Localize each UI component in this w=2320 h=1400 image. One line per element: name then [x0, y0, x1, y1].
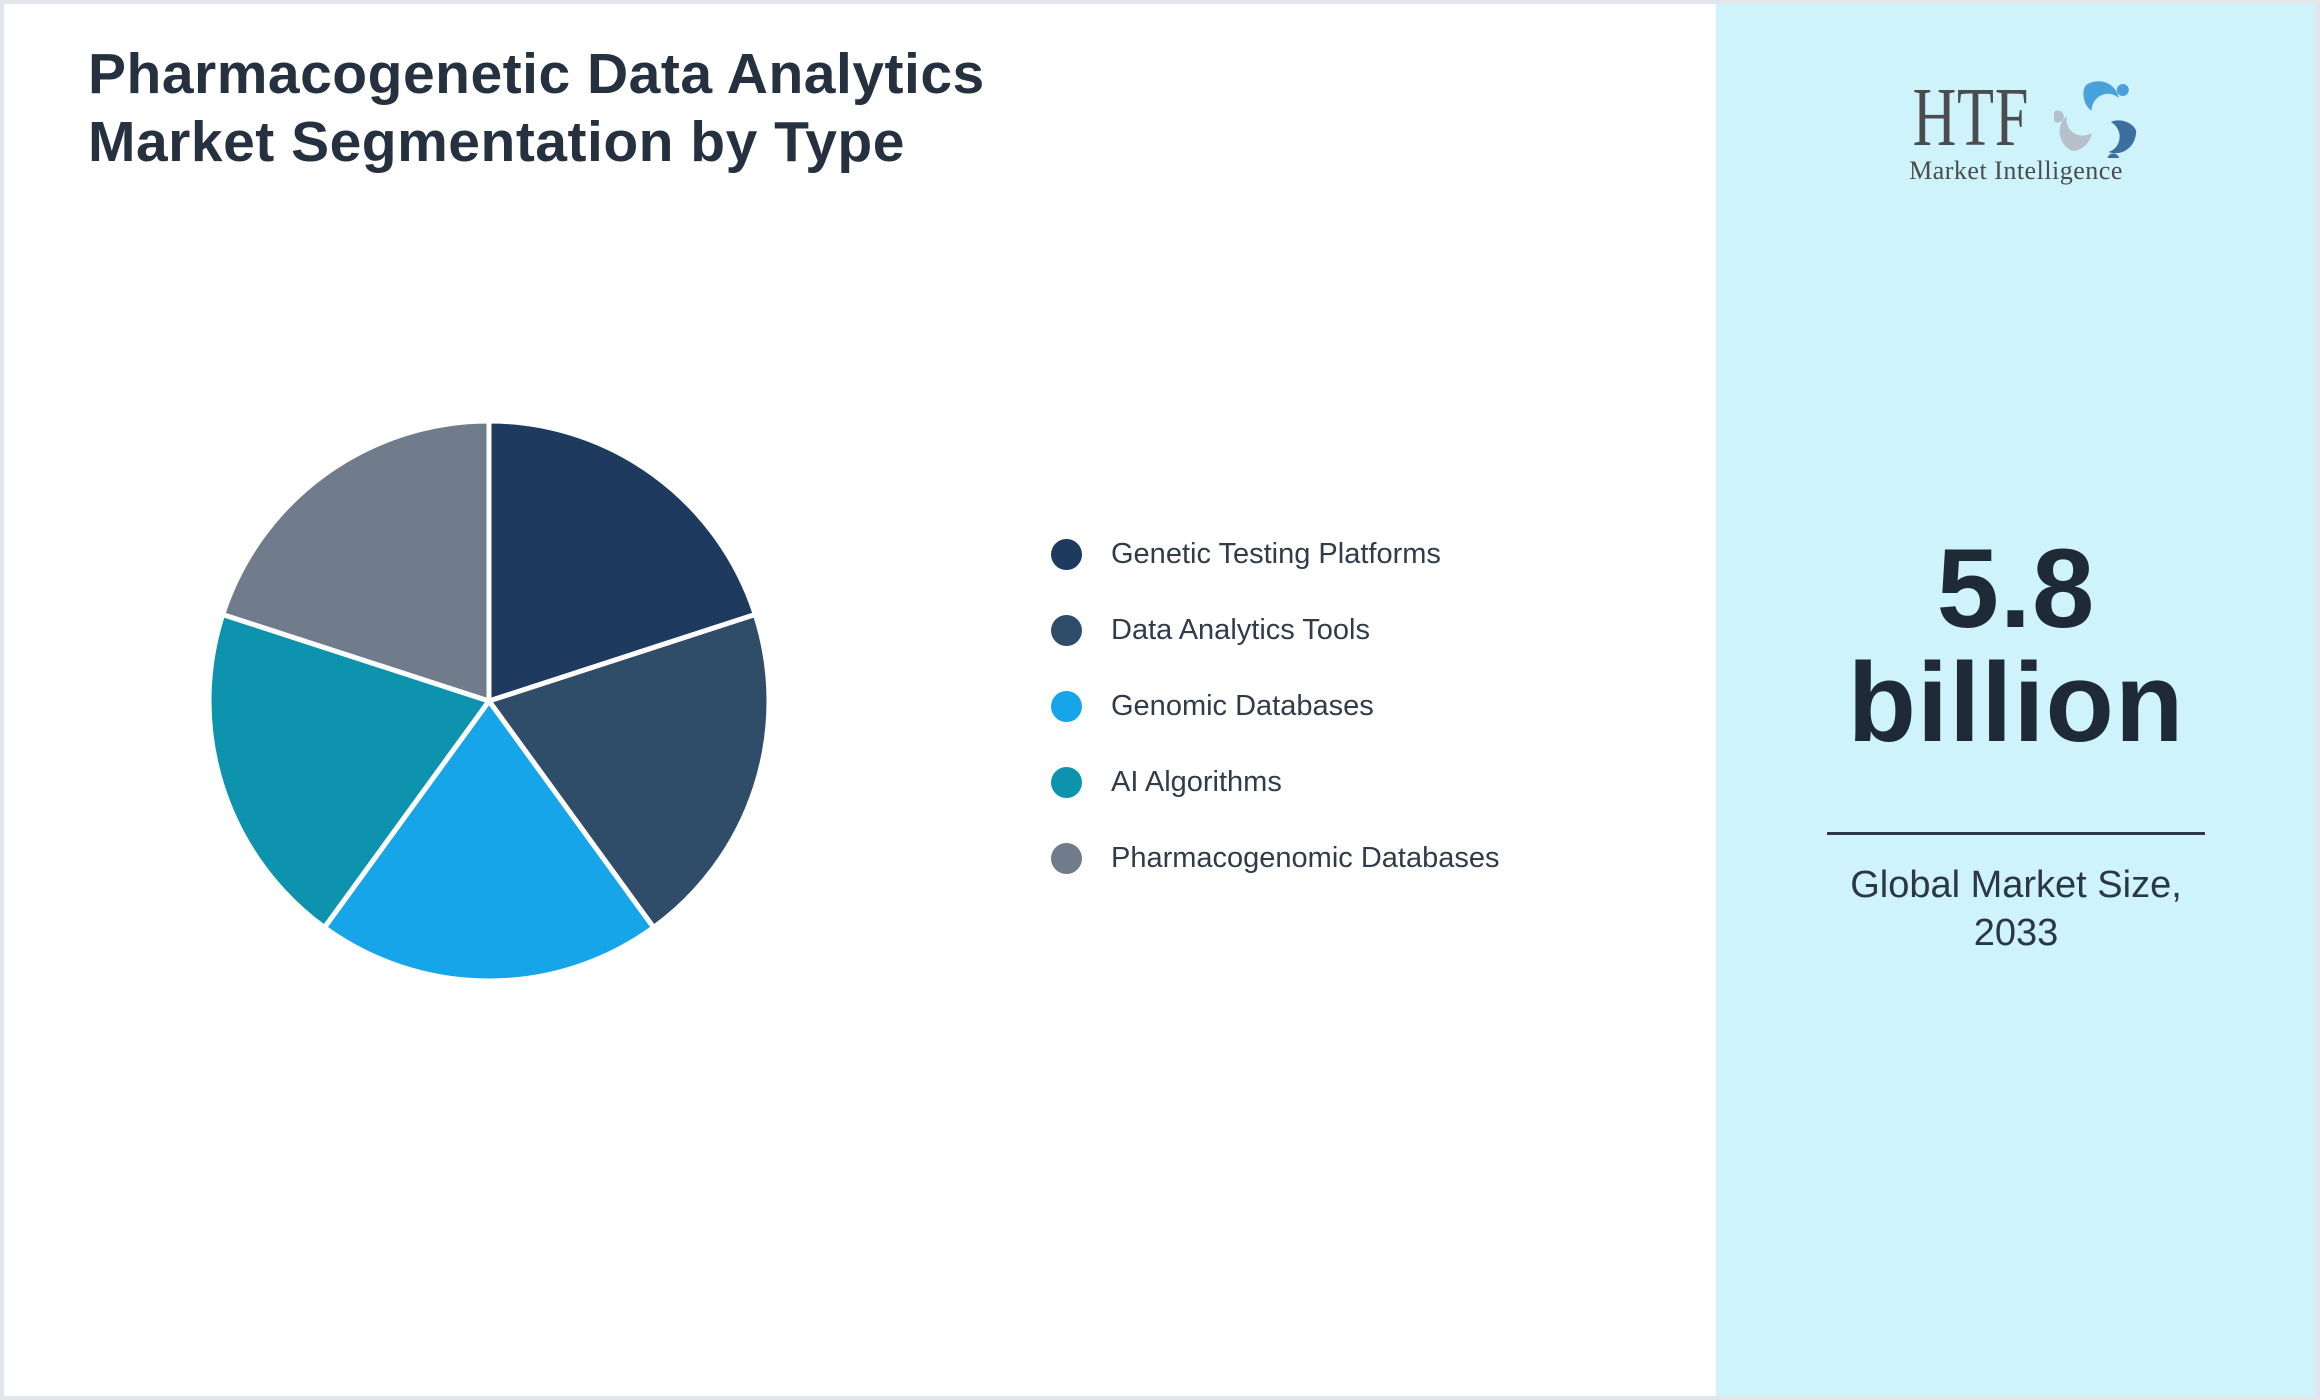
legend-label: AI Algorithms	[1111, 765, 1282, 798]
legend-row-ai-algorithms: AI Algorithms	[1051, 744, 1499, 820]
pie-slice-2	[321, 698, 657, 984]
htf-logo: HTF	[1716, 76, 2316, 186]
market-size-caption-line-1: Global Market Size,	[1850, 864, 2182, 906]
sidebar: HTF	[1716, 4, 2316, 1396]
pie-slice-0	[486, 418, 758, 704]
legend-marker-icon	[1051, 538, 1082, 570]
stat-divider	[1827, 832, 2205, 835]
page-title-line-2: Market Segmentation by Type	[88, 110, 905, 174]
htf-logo-text: HTF	[1912, 71, 2030, 164]
dolphin-swirl-icon	[2053, 81, 2137, 158]
legend-row-data-analytics-tools: Data Analytics Tools	[1051, 592, 1499, 668]
page-title: Pharmacogenetic Data Analytics Market Se…	[88, 40, 985, 176]
pie-slice-1	[486, 611, 772, 931]
pie-chart-svg	[206, 418, 772, 984]
market-size-caption-line-2: 2033	[1973, 912, 2059, 954]
legend-row-genetic-testing-platforms: Genetic Testing Platforms	[1051, 516, 1499, 592]
market-size-unit: billion	[1847, 640, 2185, 765]
pie-slice-4	[220, 418, 492, 704]
legend-marker-icon	[1051, 842, 1082, 874]
market-size-value: 5.8	[1936, 526, 2096, 651]
page-title-line-1: Pharmacogenetic Data Analytics	[88, 42, 985, 106]
legend-label: Genetic Testing Platforms	[1111, 537, 1441, 570]
legend-marker-icon	[1051, 614, 1082, 646]
pie-chart	[189, 401, 789, 1001]
legend-row-pharmacogenomic-databases: Pharmacogenomic Databases	[1051, 820, 1499, 896]
htf-logo-subtext: Market Intelligence	[1909, 156, 2123, 185]
legend-label: Genomic Databases	[1111, 689, 1374, 722]
market-size-caption: Global Market Size, 2033	[1716, 861, 2316, 957]
market-size-stat: 5.8 billion Global Market Size, 2033	[1716, 532, 2316, 957]
chart-legend: Genetic Testing Platforms Data Analytics…	[1051, 516, 1499, 896]
legend-label: Data Analytics Tools	[1111, 613, 1370, 646]
legend-label: Pharmacogenomic Databases	[1111, 841, 1500, 874]
legend-marker-icon	[1051, 766, 1082, 798]
legend-marker-icon	[1051, 690, 1082, 722]
pie-slice-3	[206, 611, 492, 931]
legend-row-genomic-databases: Genomic Databases	[1051, 668, 1499, 744]
